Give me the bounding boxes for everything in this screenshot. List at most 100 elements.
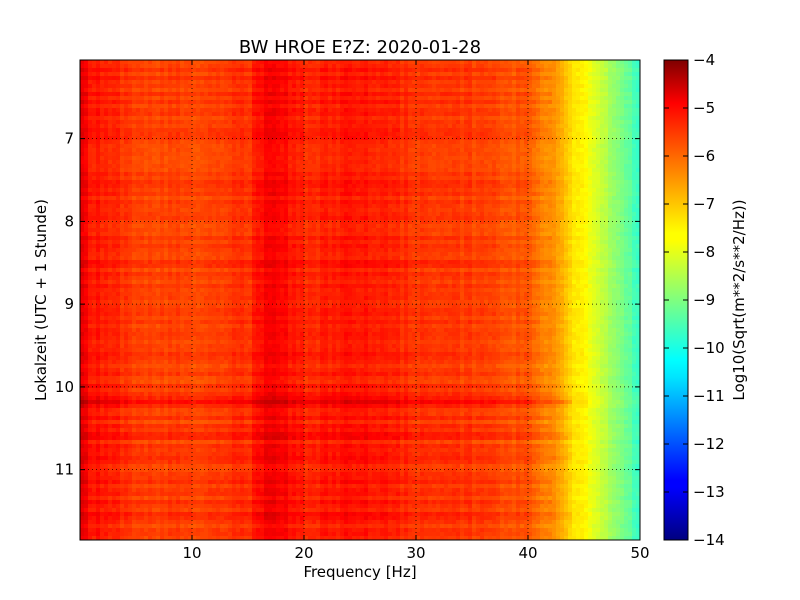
- heatmap-cell: [616, 192, 621, 197]
- heatmap-cell: [172, 152, 177, 157]
- heatmap-cell: [268, 180, 273, 185]
- heatmap-cell: [224, 196, 229, 201]
- heatmap-cell: [608, 152, 613, 157]
- heatmap-cell: [364, 192, 369, 197]
- heatmap-cell: [484, 180, 489, 185]
- heatmap-cell: [312, 164, 317, 169]
- heatmap-cell: [268, 144, 273, 149]
- heatmap-cell: [316, 180, 321, 185]
- heatmap-cell: [244, 72, 249, 77]
- heatmap-cell: [328, 128, 333, 133]
- heatmap-cell: [272, 76, 277, 81]
- heatmap-cell: [588, 64, 593, 69]
- heatmap-cell: [584, 152, 589, 157]
- heatmap-cell: [128, 172, 133, 177]
- heatmap-cell: [436, 168, 441, 173]
- heatmap-cell: [468, 68, 473, 73]
- heatmap-cell: [196, 96, 201, 101]
- heatmap-cell: [216, 180, 221, 185]
- heatmap-cell: [556, 108, 561, 113]
- heatmap-cell: [388, 68, 393, 73]
- heatmap-cell: [448, 160, 453, 165]
- heatmap-cell: [152, 168, 157, 173]
- heatmap-cell: [408, 184, 413, 189]
- heatmap-cell: [528, 64, 533, 69]
- heatmap-cell: [612, 100, 617, 105]
- heatmap-cell: [220, 152, 225, 157]
- heatmap-cell: [580, 80, 585, 85]
- heatmap-cell: [104, 160, 109, 165]
- heatmap-cell: [456, 112, 461, 117]
- heatmap-cell: [320, 152, 325, 157]
- heatmap-cell: [468, 140, 473, 145]
- heatmap-cell: [92, 100, 97, 105]
- heatmap-cell: [276, 92, 281, 97]
- heatmap-cell: [436, 156, 441, 161]
- heatmap-cell: [460, 164, 465, 169]
- heatmap-row: [80, 104, 640, 109]
- heatmap-cell: [88, 192, 93, 197]
- heatmap-cell: [580, 152, 585, 157]
- heatmap-cell: [280, 104, 285, 109]
- heatmap-cell: [208, 168, 213, 173]
- heatmap-cell: [164, 100, 169, 105]
- heatmap-cell: [632, 76, 637, 81]
- heatmap-cell: [572, 84, 577, 89]
- heatmap-cell: [216, 76, 221, 81]
- heatmap-cell: [436, 128, 441, 133]
- heatmap-cell: [568, 68, 573, 73]
- heatmap-cell: [300, 116, 305, 121]
- heatmap-cell: [452, 136, 457, 141]
- heatmap-cell: [404, 80, 409, 85]
- heatmap-cell: [584, 164, 589, 169]
- heatmap-cell: [148, 144, 153, 149]
- heatmap-cell: [284, 108, 289, 113]
- heatmap-cell: [116, 124, 121, 129]
- heatmap-cell: [248, 172, 253, 177]
- heatmap-cell: [308, 84, 313, 89]
- heatmap-cell: [348, 160, 353, 165]
- heatmap-cell: [456, 108, 461, 113]
- heatmap-cell: [632, 160, 637, 165]
- heatmap-cell: [244, 108, 249, 113]
- heatmap-cell: [564, 112, 569, 117]
- heatmap-cell: [332, 120, 337, 125]
- heatmap-cell: [452, 60, 457, 65]
- heatmap-cell: [80, 60, 85, 65]
- heatmap-cell: [572, 168, 577, 173]
- heatmap-cell: [508, 120, 513, 125]
- heatmap-cell: [308, 164, 313, 169]
- heatmap-cell: [84, 96, 89, 101]
- heatmap-cell: [560, 196, 565, 201]
- heatmap-cell: [480, 192, 485, 197]
- heatmap-cell: [156, 164, 161, 169]
- heatmap-cell: [412, 116, 417, 121]
- heatmap-cell: [380, 120, 385, 125]
- heatmap-cell: [264, 120, 269, 125]
- heatmap-cell: [352, 152, 357, 157]
- heatmap-cell: [360, 108, 365, 113]
- heatmap-cell: [628, 92, 633, 97]
- heatmap-cell: [252, 164, 257, 169]
- heatmap-cell: [284, 192, 289, 197]
- heatmap-cell: [416, 160, 421, 165]
- heatmap-row: [80, 168, 640, 173]
- heatmap-cell: [632, 148, 637, 153]
- heatmap-cell: [460, 192, 465, 197]
- heatmap-cell: [560, 176, 565, 181]
- heatmap-cell: [380, 160, 385, 165]
- heatmap-cell: [216, 116, 221, 121]
- heatmap-cell: [532, 112, 537, 117]
- heatmap-cell: [568, 180, 573, 185]
- heatmap-cell: [460, 76, 465, 81]
- heatmap-cell: [180, 156, 185, 161]
- heatmap-cell: [432, 68, 437, 73]
- heatmap-cell: [276, 88, 281, 93]
- heatmap-cell: [172, 108, 177, 113]
- heatmap-cell: [628, 192, 633, 197]
- heatmap-cell: [224, 120, 229, 125]
- heatmap-cell: [208, 172, 213, 177]
- heatmap-cell: [568, 144, 573, 149]
- heatmap-cell: [552, 120, 557, 125]
- heatmap-cell: [184, 172, 189, 177]
